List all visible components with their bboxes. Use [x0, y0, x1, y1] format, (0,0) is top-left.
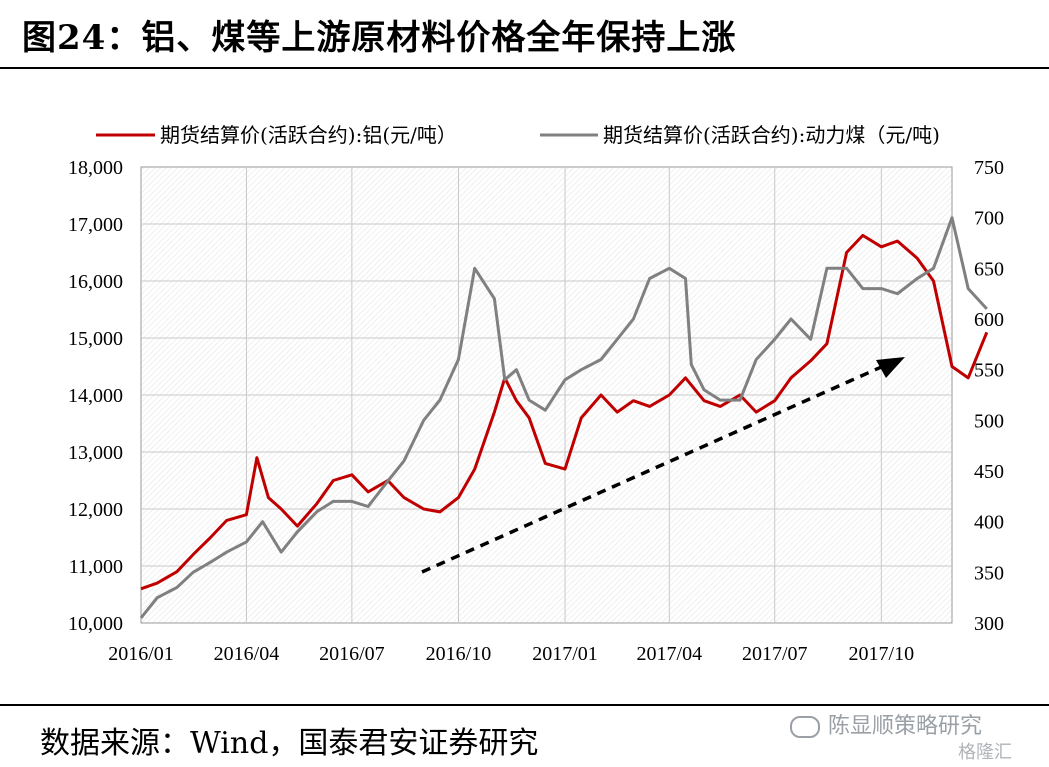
x-tick-label: 2017/01 [532, 643, 598, 665]
y-left-tick-label: 15,000 [68, 328, 123, 350]
series-line-aluminum [140, 233, 989, 591]
y-right-tick-label: 500 [974, 410, 1004, 432]
y-right-tick-label: 650 [974, 258, 1004, 280]
legend-label-aluminum: 期货结算价(活跃合约):铝(元/吨） [160, 123, 457, 147]
watermark-text: 陈显顺策略研究 [828, 714, 983, 739]
y-left-tick-label: 11,000 [69, 556, 123, 578]
y-left-tick-label: 12,000 [68, 499, 123, 521]
y-left-tick-label: 17,000 [68, 214, 123, 236]
y-right-tick-label: 600 [974, 309, 1004, 331]
legend-label-coal: 期货结算价(活跃合约):动力煤（元/吨) [603, 123, 940, 147]
page-title: 图24：铝、煤等上游原材料价格全年保持上涨 [22, 18, 737, 58]
y-left-tick-label: 18,000 [68, 157, 123, 179]
y-right-tick-label: 400 [974, 512, 1004, 534]
x-tick-label: 2017/07 [742, 643, 808, 665]
x-tick-label: 2017/10 [849, 643, 915, 665]
watermark: 陈显顺策略研究 [790, 708, 982, 740]
y-left-tick-label: 13,000 [68, 442, 123, 464]
y-right-tick-label: 550 [974, 360, 1004, 382]
y-left-tick-label: 10,000 [68, 613, 123, 635]
source-rule [0, 704, 1049, 706]
wechat-logo-icon [790, 716, 820, 738]
y-right-tick-label: 350 [974, 562, 1004, 584]
trend-arrow-head [876, 357, 905, 378]
y-right-tick-label: 450 [974, 461, 1004, 483]
y-right-tick-label: 700 [974, 208, 1004, 230]
source-note: 数据来源：Wind，国泰君安证券研究 [40, 726, 539, 761]
series-line-coal [139, 216, 988, 619]
y-right-tick-label: 300 [974, 613, 1004, 635]
x-tick-label: 2016/04 [214, 643, 280, 665]
x-tick-label: 2016/10 [426, 643, 492, 665]
trend-arrow-line [421, 362, 889, 574]
y-left-tick-label: 14,000 [68, 385, 123, 407]
x-tick-label: 2016/01 [108, 643, 174, 665]
title-rule [0, 67, 1049, 69]
y-left-tick-label: 16,000 [68, 271, 123, 293]
x-tick-label: 2016/07 [319, 643, 385, 665]
watermark-gelonghui: 格隆汇 [958, 742, 1012, 763]
x-tick-label: 2017/04 [637, 643, 703, 665]
y-right-tick-label: 750 [974, 157, 1004, 179]
